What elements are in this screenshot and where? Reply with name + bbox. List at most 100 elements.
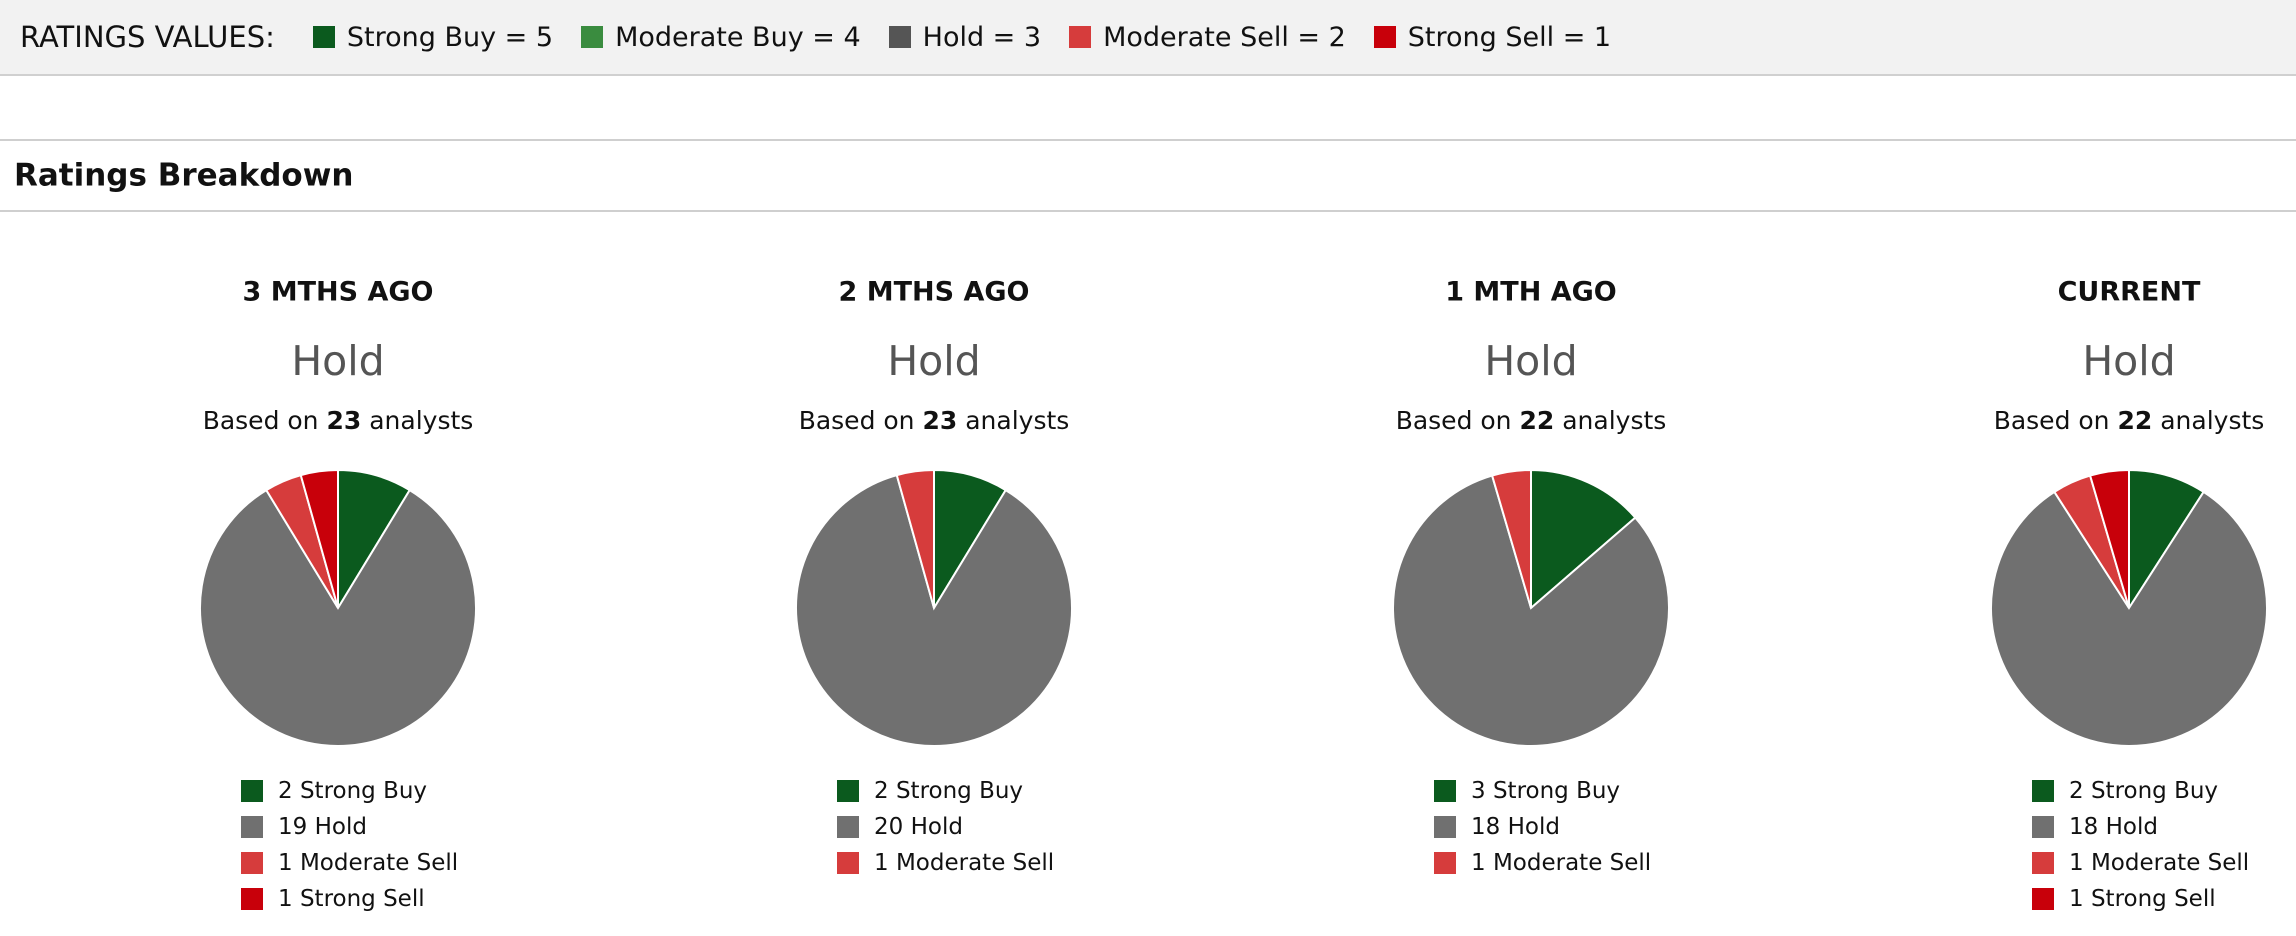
based-on: Based on <box>1994 406 2110 435</box>
section-title: Ratings Breakdown <box>14 158 353 194</box>
legend-item: Moderate Sell = 2 <box>1069 22 1346 53</box>
legend-label: 2 Strong Buy <box>2069 778 2218 804</box>
pie-title: 3 MTHS AGO <box>243 277 434 308</box>
legend-label: 18 Hold <box>1471 814 1560 840</box>
suffix: analysts <box>2160 406 2264 435</box>
count: 22 <box>2117 406 2152 435</box>
legend-swatch <box>1373 26 1396 48</box>
ratings-values-bar: RATINGS VALUES: Strong Buy = 5 Moderate B… <box>0 0 2296 76</box>
legend-swatch <box>1069 26 1092 48</box>
suffix: analysts <box>369 406 473 435</box>
pie-slice <box>2128 468 2205 612</box>
ratings-values-title: RATINGS VALUES: <box>20 20 275 54</box>
pie-title: CURRENT <box>2058 277 2201 308</box>
legend-swatch <box>837 852 859 874</box>
count: 23 <box>922 406 957 435</box>
legend-swatch <box>1434 780 1456 802</box>
suffix: analysts <box>1562 406 1666 435</box>
legend-label: 1 Strong Sell <box>278 886 425 912</box>
based-on: Based on <box>799 406 915 435</box>
legend-label: 2 Strong Buy <box>874 778 1023 804</box>
legend-label: Moderate Sell = 2 <box>1103 21 1346 53</box>
legend-label: Hold = 3 <box>922 21 1042 53</box>
legend-swatch <box>888 26 911 48</box>
legend-swatch <box>2032 816 2054 838</box>
analyst-count: Based on 22 analysts <box>1994 406 2265 435</box>
legend-swatch <box>241 816 263 838</box>
pie-slice <box>1490 468 1532 609</box>
analyst-count: Based on 23 analysts <box>203 406 474 435</box>
legend-category: Moderate Sell <box>896 850 1054 876</box>
legend-category: Moderate Sell <box>1493 850 1651 876</box>
pie-slice <box>795 473 1073 747</box>
legend-label: 20 Hold <box>874 814 963 840</box>
legend-category: Strong Buy <box>300 778 427 804</box>
legend-category: Moderate Sell <box>300 850 458 876</box>
based-on: Based on <box>1396 406 1512 435</box>
legend-category: Strong Sell <box>2091 886 2216 912</box>
legend-item: Moderate Buy = 4 <box>581 22 861 53</box>
legend-category: Strong Buy <box>1493 778 1620 804</box>
pie-slice <box>299 468 339 609</box>
legend-category: Hold <box>315 814 367 840</box>
legend-swatch <box>241 888 263 910</box>
legend-item: Hold = 3 <box>888 21 1042 53</box>
legend-swatch <box>837 780 859 802</box>
count: 23 <box>326 406 361 435</box>
legend-count: 1 <box>278 850 293 876</box>
legend-label: 2 Strong Buy <box>278 778 427 804</box>
legend-count: 1 <box>278 886 293 912</box>
legend-count: 18 <box>1471 814 1500 840</box>
legend-label: Strong Sell = 1 <box>1407 21 1612 53</box>
legend-count: 3 <box>1471 778 1486 804</box>
legend-count: 2 <box>2069 778 2084 804</box>
analyst-count: Based on 22 analysts <box>1396 406 1667 435</box>
legend-category: Moderate Sell <box>2091 850 2249 876</box>
legend-count: 19 <box>278 814 307 840</box>
pie-slice <box>1392 474 1670 747</box>
legend-count: 1 <box>1471 850 1486 876</box>
legend-category: Strong Buy <box>2091 778 2218 804</box>
legend-swatch <box>2032 888 2054 910</box>
analyst-count: Based on 23 analysts <box>799 406 1070 435</box>
legend-count: 1 <box>2069 886 2084 912</box>
legend-count: 2 <box>874 778 889 804</box>
legend-count: 20 <box>874 814 903 840</box>
pie-slice <box>199 488 477 747</box>
legend-category: Hold <box>2106 814 2158 840</box>
pie-slice <box>1990 490 2268 747</box>
legend-swatch <box>581 26 604 48</box>
legend-swatch <box>1434 852 1456 874</box>
legend-swatch <box>312 26 335 48</box>
pie-slice <box>2088 468 2130 609</box>
pie-title: 2 MTHS AGO <box>839 277 1030 308</box>
legend-label: 3 Strong Buy <box>1471 778 1620 804</box>
legend-item: Strong Sell = 1 <box>1373 21 1612 53</box>
legend-count: 1 <box>2069 850 2084 876</box>
legend-label: 19 Hold <box>278 814 367 840</box>
legend-category: Hold <box>911 814 963 840</box>
legend-swatch <box>2032 852 2054 874</box>
legend-category: Strong Sell <box>300 886 425 912</box>
legend-label: 1 Strong Sell <box>2069 886 2216 912</box>
legend-count: 18 <box>2069 814 2098 840</box>
consensus-rating: Hold <box>291 337 384 385</box>
legend-item: Strong Buy = 5 <box>312 22 553 53</box>
based-on: Based on <box>203 406 319 435</box>
pie-slice <box>1530 468 1637 611</box>
legend-label: 1 Moderate Sell <box>1471 850 1651 876</box>
legend-swatch <box>1434 816 1456 838</box>
count: 22 <box>1519 406 1554 435</box>
legend-label: Moderate Buy = 4 <box>615 21 861 53</box>
pie-slice <box>895 468 935 609</box>
suffix: analysts <box>965 406 1069 435</box>
legend-swatch <box>837 816 859 838</box>
legend-label: 1 Moderate Sell <box>278 850 458 876</box>
consensus-rating: Hold <box>2082 337 2175 385</box>
legend-count: 1 <box>874 850 889 876</box>
consensus-rating: Hold <box>887 337 980 385</box>
legend-category: Hold <box>1508 814 1560 840</box>
pie-title: 1 MTH AGO <box>1445 277 1616 308</box>
